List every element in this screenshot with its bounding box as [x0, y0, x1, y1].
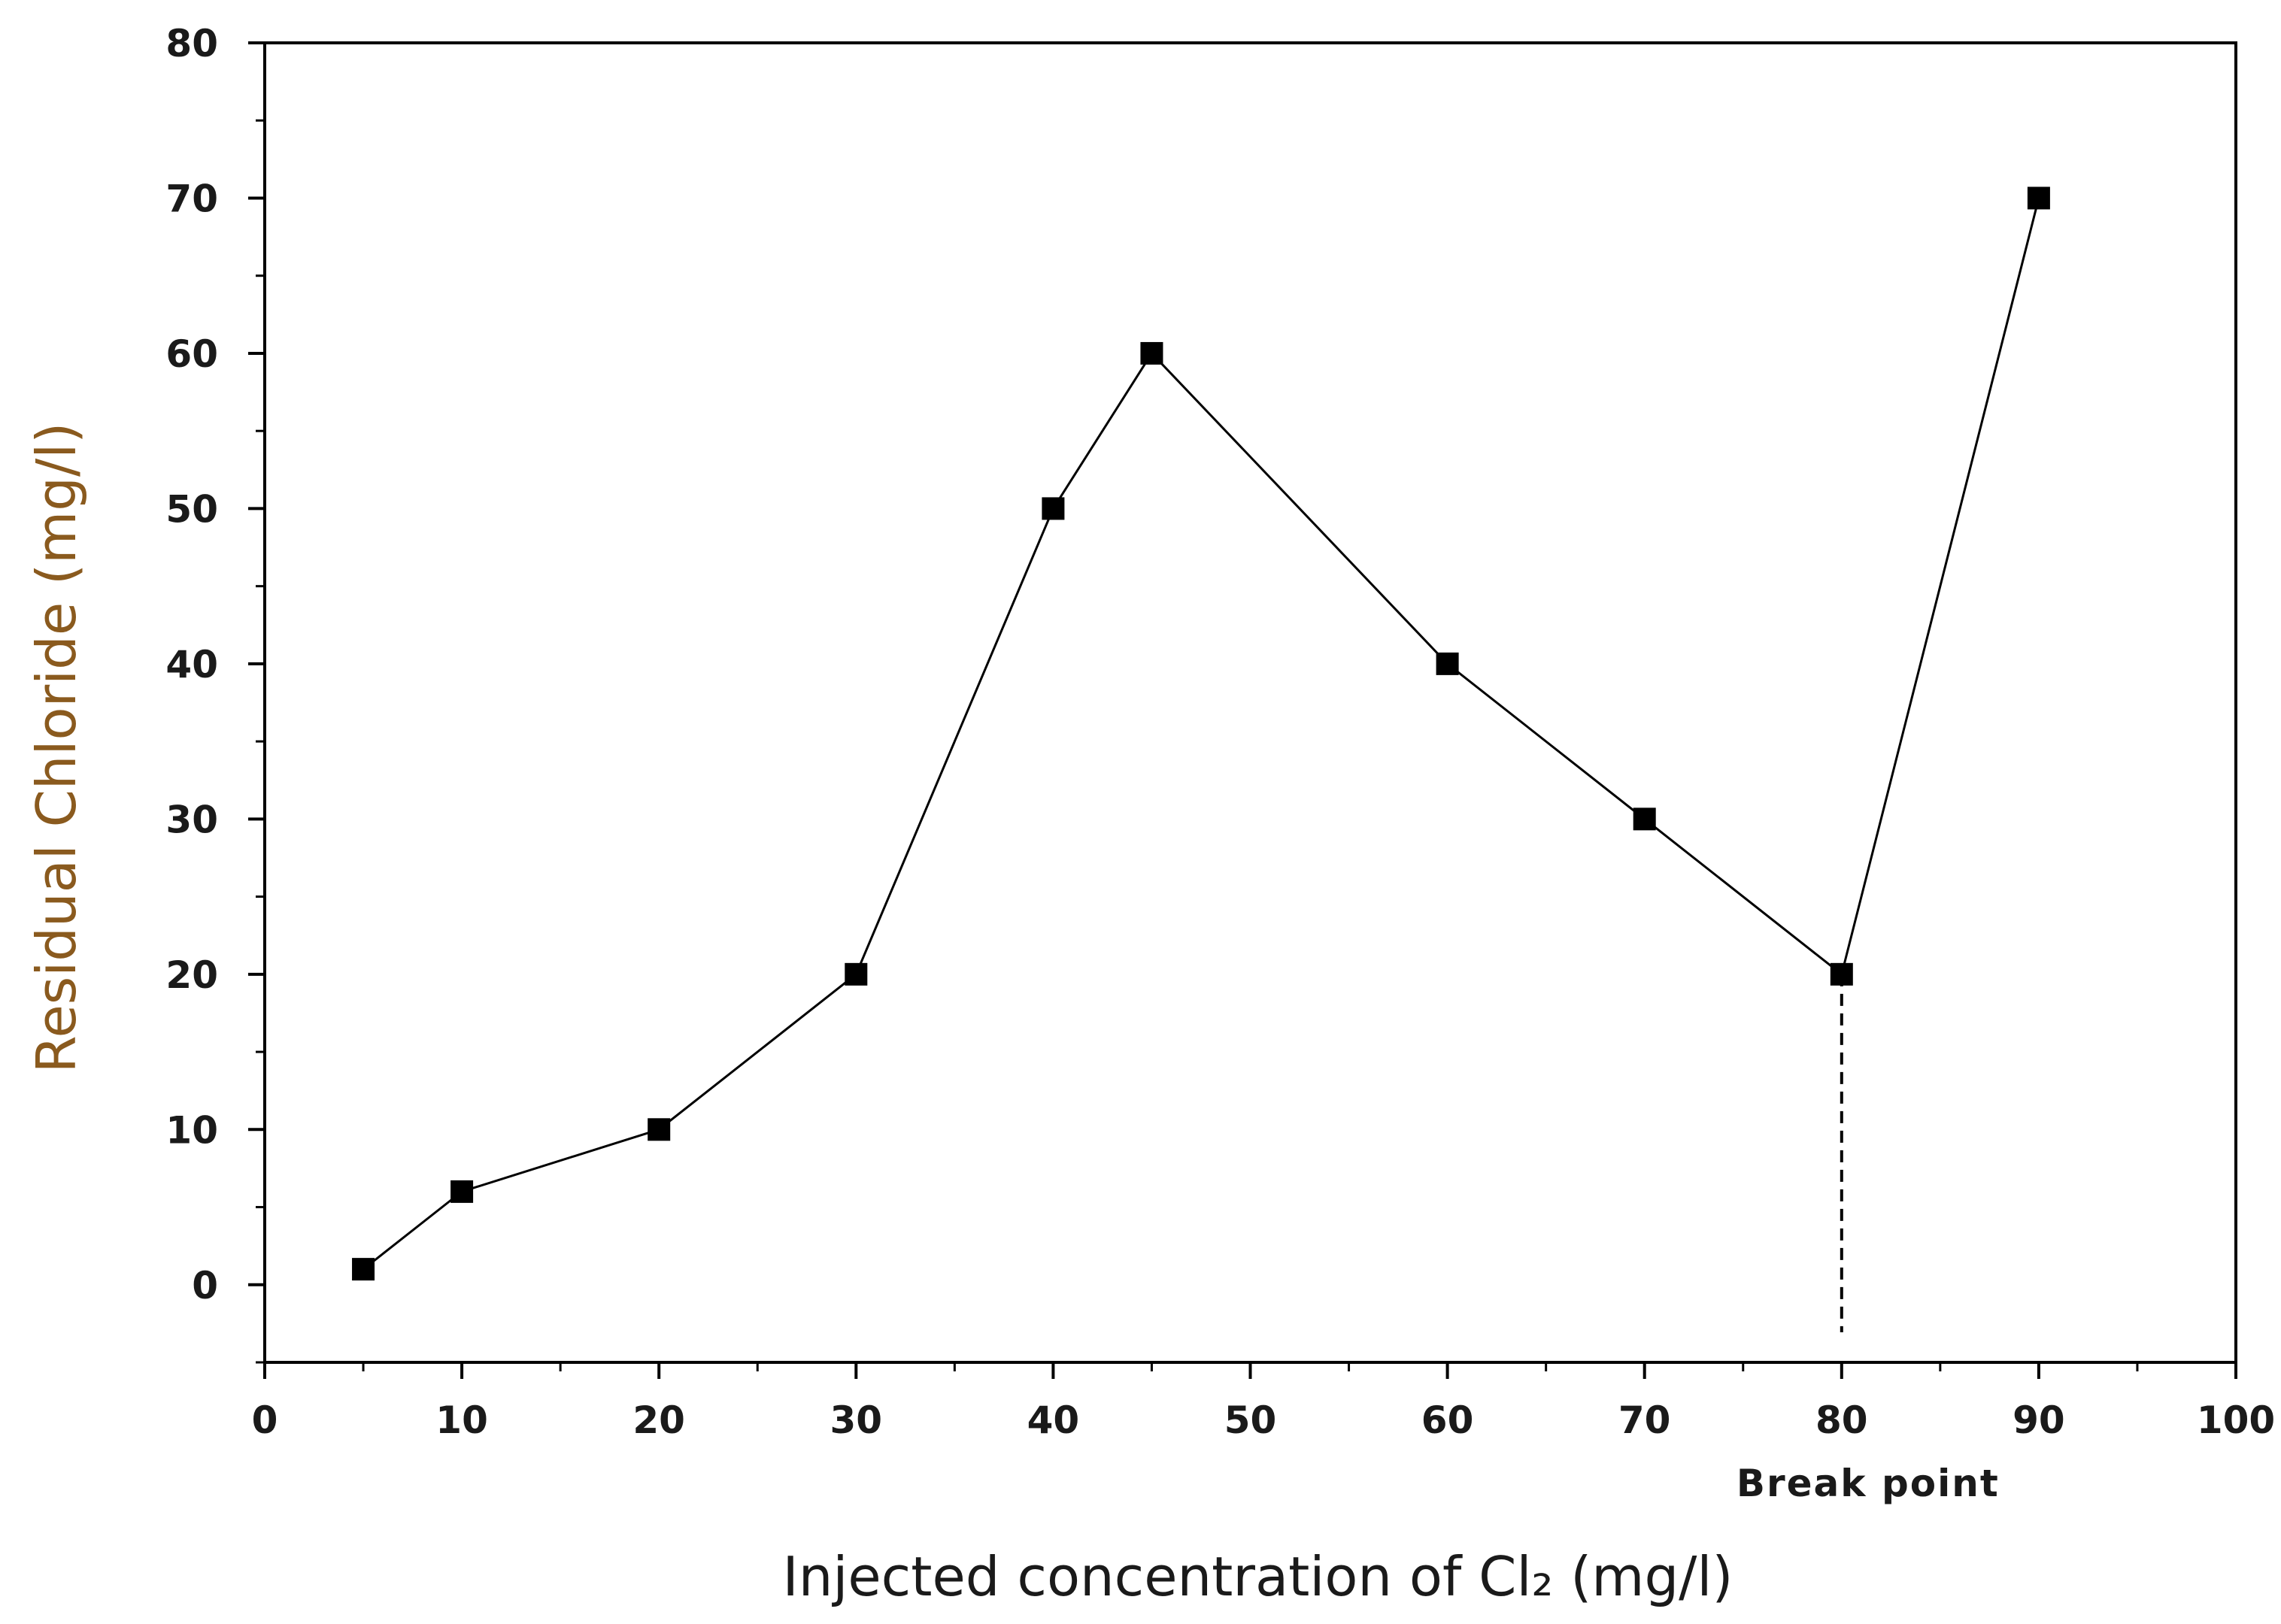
series-lines: [362, 198, 2040, 1271]
y-tick-label: 60: [165, 332, 218, 376]
y-tick-label: 10: [165, 1108, 218, 1152]
y-axis: 0 10 20 30 40 50 60 70 80: [165, 22, 265, 1364]
x-tick-label: 50: [1224, 1398, 1277, 1442]
x-tick-label: 70: [1618, 1398, 1671, 1442]
y-tick-label: 50: [165, 487, 218, 531]
data-point: [1830, 962, 1853, 986]
y-tick-label: 20: [165, 953, 218, 997]
data-point: [648, 1118, 671, 1141]
y-tick-label: 40: [165, 643, 218, 686]
x-tick-label: 30: [830, 1398, 883, 1442]
series-line: [362, 198, 2040, 1271]
data-point: [1140, 341, 1163, 365]
y-tick-label: 80: [165, 22, 218, 65]
x-tick-label: 90: [2013, 1398, 2065, 1442]
x-axis: 0 10 20 30 40 50 60 70 80 90 100: [252, 1362, 2275, 1442]
x-tick-label: 20: [632, 1398, 685, 1442]
x-tick-label: 40: [1027, 1398, 1080, 1442]
y-axis-title: Residual Chloride (mg/l): [25, 423, 88, 1074]
break-point-label: Break point: [1737, 1462, 2000, 1505]
y-tick-label: 70: [165, 177, 218, 220]
x-tick-label: 0: [252, 1398, 278, 1442]
annotations: Break point: [1737, 1462, 2000, 1505]
series-markers: [352, 186, 2050, 1281]
x-tick-label: 60: [1421, 1398, 1474, 1442]
data-point: [1633, 807, 1656, 831]
y-tick-label: 0: [192, 1264, 218, 1307]
data-point: [2027, 186, 2050, 210]
data-point: [1436, 652, 1459, 675]
x-tick-label: 10: [435, 1398, 488, 1442]
y-tick-label: 30: [165, 798, 218, 841]
data-point: [352, 1258, 375, 1281]
data-point: [845, 962, 868, 986]
x-tick-label: 100: [2197, 1398, 2275, 1442]
data-point: [1042, 497, 1065, 520]
x-axis-title: Injected concentration of Cl₂ (mg/l): [782, 1545, 1733, 1608]
data-point: [450, 1180, 474, 1203]
x-tick-label: 80: [1815, 1398, 1868, 1442]
